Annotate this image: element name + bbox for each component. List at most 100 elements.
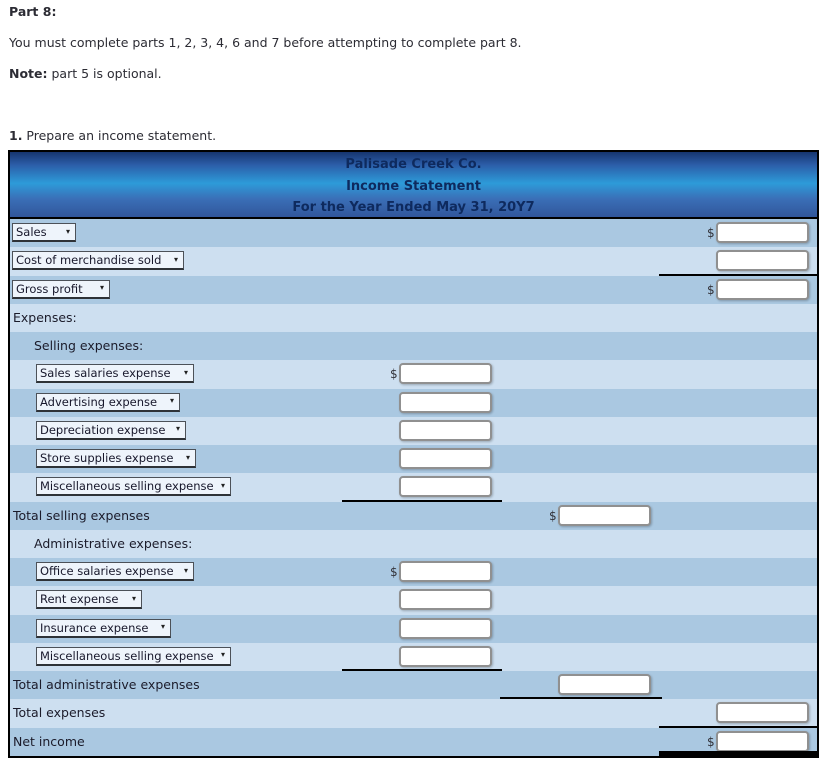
row-gross-profit: Gross profit ▾ $ xyxy=(10,275,817,304)
row-depreciation-expense: Depreciation expense ▾ xyxy=(10,416,817,445)
sales-dropdown[interactable]: Sales ▾ xyxy=(12,223,76,242)
dropdown-label: Sales xyxy=(16,225,47,239)
row-total-selling-expenses: Total selling expenses $ xyxy=(10,501,817,530)
income-statement-table: Palisade Creek Co. Income Statement For … xyxy=(8,150,819,758)
dropdown-label: Rent expense xyxy=(40,592,119,607)
total-selling-expenses-label: Total selling expenses xyxy=(13,507,150,523)
chevron-down-icon: ▾ xyxy=(183,367,188,377)
depreciation-expense-dropdown[interactable]: Depreciation expense ▾ xyxy=(36,420,186,440)
row-office-salaries-expense: Office salaries expense ▾ $ xyxy=(10,558,817,587)
chevron-down-icon: ▾ xyxy=(185,452,190,462)
row-rent-expense: Rent expense ▾ xyxy=(10,586,817,615)
dropdown-label: Gross profit xyxy=(16,281,83,296)
sales-amount-input[interactable] xyxy=(716,222,809,243)
sales-salaries-expense-dropdown[interactable]: Sales salaries expense ▾ xyxy=(36,364,194,384)
dropdown-label: Cost of merchandise sold xyxy=(16,253,162,268)
total-expenses-label: Total expenses xyxy=(13,705,106,721)
rent-expense-dropdown[interactable]: Rent expense ▾ xyxy=(36,590,142,610)
miscellaneous-selling-2-amount-input[interactable] xyxy=(399,645,492,667)
chevron-down-icon: ▾ xyxy=(183,565,188,575)
chevron-down-icon: ▾ xyxy=(169,396,174,405)
row-advertising-expense: Advertising expense ▾ xyxy=(10,388,817,417)
row-total-expenses: Total expenses xyxy=(10,699,817,728)
depreciation-amount-input[interactable] xyxy=(399,419,492,441)
dropdown-label: Depreciation expense xyxy=(40,422,166,437)
statement-header: Palisade Creek Co. Income Statement For … xyxy=(10,152,817,219)
single-rule xyxy=(659,725,817,728)
chevron-down-icon: ▾ xyxy=(160,622,165,631)
office-salaries-expense-dropdown[interactable]: Office salaries expense ▾ xyxy=(36,562,194,581)
chevron-down-icon: ▾ xyxy=(220,650,225,660)
row-selling-expenses-heading: Selling expenses: xyxy=(10,332,817,361)
row-total-administrative-expenses: Total administrative expenses xyxy=(10,671,817,700)
dropdown-label: Advertising expense xyxy=(40,394,158,409)
store-supplies-amount-input[interactable] xyxy=(399,448,492,469)
chevron-down-icon: ▾ xyxy=(173,254,178,264)
note-line: Note: part 5 is optional. xyxy=(9,66,162,81)
double-rule xyxy=(659,750,817,756)
single-rule xyxy=(500,697,662,700)
dropdown-label: Miscellaneous selling expense xyxy=(40,479,214,494)
single-rule xyxy=(342,499,502,502)
chevron-down-icon: ▾ xyxy=(220,480,225,490)
sales-salaries-amount-input[interactable] xyxy=(399,363,492,385)
chevron-down-icon: ▾ xyxy=(65,226,70,236)
insurance-amount-input[interactable] xyxy=(399,617,492,639)
miscellaneous-selling-expense-dropdown-2[interactable]: Miscellaneous selling expense ▾ xyxy=(36,646,231,666)
statement-title: Income Statement xyxy=(346,178,481,194)
note-label: Note: xyxy=(9,66,48,81)
administrative-expenses-heading: Administrative expenses: xyxy=(34,535,193,551)
row-miscellaneous-selling-expense-2: Miscellaneous selling expense ▾ xyxy=(10,642,817,671)
miscellaneous-selling-expense-dropdown[interactable]: Miscellaneous selling expense ▾ xyxy=(36,477,231,497)
net-income-amount-input[interactable] xyxy=(716,730,809,752)
miscellaneous-selling-amount-input[interactable] xyxy=(399,476,492,498)
row-insurance-expense: Insurance expense ▾ xyxy=(10,614,817,643)
task-line: 1. Prepare an income statement. xyxy=(9,128,216,143)
statement-period: For the Year Ended May 31, 20Y7 xyxy=(292,200,535,216)
dropdown-label: Office salaries expense xyxy=(40,564,174,578)
currency-symbol: $ xyxy=(390,565,398,579)
advertising-amount-input[interactable] xyxy=(399,391,492,413)
office-salaries-amount-input[interactable] xyxy=(399,561,492,582)
note-text: part 5 is optional. xyxy=(47,66,162,81)
part-title: Part 8: xyxy=(9,4,57,19)
currency-symbol: $ xyxy=(707,734,715,749)
chevron-down-icon: ▾ xyxy=(131,593,136,603)
total-administrative-expenses-amount-input[interactable] xyxy=(558,674,651,695)
row-sales: Sales ▾ $ xyxy=(10,219,817,248)
advertising-expense-dropdown[interactable]: Advertising expense ▾ xyxy=(36,392,180,412)
total-administrative-expenses-label: Total administrative expenses xyxy=(13,677,200,692)
net-income-label: Net income xyxy=(13,733,85,749)
dropdown-label: Store supplies expense xyxy=(40,451,174,465)
task-text: Prepare an income statement. xyxy=(22,128,217,143)
row-store-supplies-expense: Store supplies expense ▾ xyxy=(10,445,817,474)
row-administrative-expenses-heading: Administrative expenses: xyxy=(10,529,817,558)
rent-amount-input[interactable] xyxy=(399,589,492,611)
row-miscellaneous-selling-expense: Miscellaneous selling expense ▾ xyxy=(10,473,817,502)
dropdown-label: Sales salaries expense xyxy=(40,366,171,381)
currency-symbol: $ xyxy=(549,508,557,523)
instruction-text: You must complete parts 1, 2, 3, 4, 6 an… xyxy=(9,35,522,50)
gross-profit-amount-input[interactable] xyxy=(716,278,809,300)
store-supplies-expense-dropdown[interactable]: Store supplies expense ▾ xyxy=(36,449,196,468)
selling-expenses-heading: Selling expenses: xyxy=(34,338,144,353)
currency-symbol: $ xyxy=(707,282,715,297)
total-selling-expenses-amount-input[interactable] xyxy=(558,504,651,526)
chevron-down-icon: ▾ xyxy=(175,424,180,434)
gross-profit-dropdown[interactable]: Gross profit ▾ xyxy=(12,279,110,299)
total-expenses-amount-input[interactable] xyxy=(716,702,809,724)
row-sales-salaries-expense: Sales salaries expense ▾ $ xyxy=(10,360,817,389)
cost-of-merchandise-sold-amount-input[interactable] xyxy=(716,250,809,272)
cost-of-merchandise-sold-dropdown[interactable]: Cost of merchandise sold ▾ xyxy=(12,251,184,271)
chevron-down-icon: ▾ xyxy=(99,283,104,292)
dropdown-label: Insurance expense xyxy=(40,620,149,635)
single-rule xyxy=(342,669,502,671)
insurance-expense-dropdown[interactable]: Insurance expense ▾ xyxy=(36,618,171,638)
row-net-income: Net income $ xyxy=(10,727,817,756)
single-rule xyxy=(659,273,817,276)
company-name: Palisade Creek Co. xyxy=(345,157,482,172)
currency-symbol: $ xyxy=(390,367,398,382)
row-cost-of-merchandise-sold: Cost of merchandise sold ▾ xyxy=(10,247,817,276)
row-expenses-heading: Expenses: xyxy=(10,303,817,332)
task-number: 1. xyxy=(9,128,23,143)
